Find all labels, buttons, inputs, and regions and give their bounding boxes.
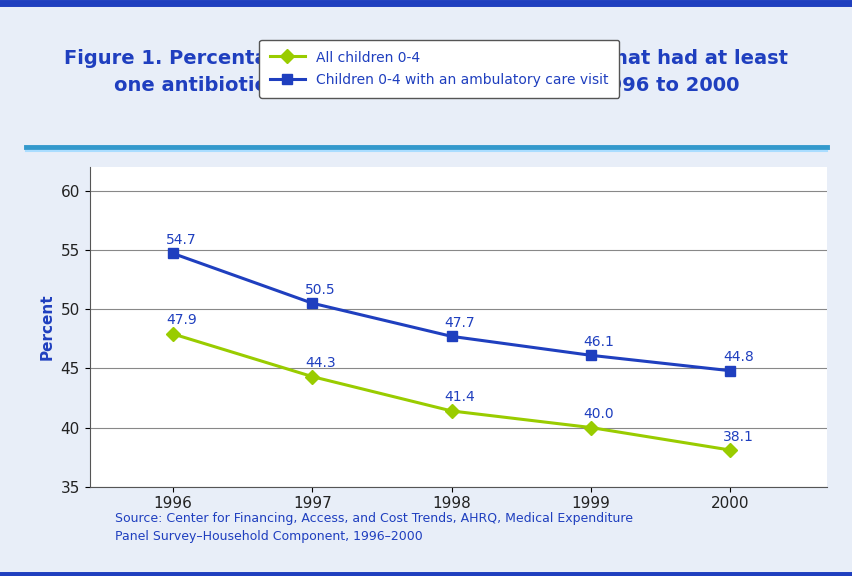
Legend: All children 0-4, Children 0-4 with an ambulatory care visit: All children 0-4, Children 0-4 with an a…	[258, 40, 619, 98]
Y-axis label: Percent: Percent	[40, 294, 55, 360]
Text: 50.5: 50.5	[305, 283, 336, 297]
Text: 38.1: 38.1	[722, 430, 753, 444]
Text: Source: Center for Financing, Access, and Cost Trends, AHRQ, Medical Expenditure: Source: Center for Financing, Access, an…	[115, 511, 632, 543]
Text: 40.0: 40.0	[583, 407, 613, 421]
Text: 44.8: 44.8	[722, 350, 753, 364]
Text: 44.3: 44.3	[305, 356, 336, 370]
Text: 47.9: 47.9	[166, 313, 197, 328]
Text: 46.1: 46.1	[583, 335, 614, 349]
Text: 41.4: 41.4	[444, 391, 475, 404]
Text: 54.7: 54.7	[166, 233, 197, 247]
Text: Figure 1. Percentage of children 0 to 4 years old that had at least
one antibiot: Figure 1. Percentage of children 0 to 4 …	[65, 50, 787, 94]
Text: 47.7: 47.7	[444, 316, 475, 330]
